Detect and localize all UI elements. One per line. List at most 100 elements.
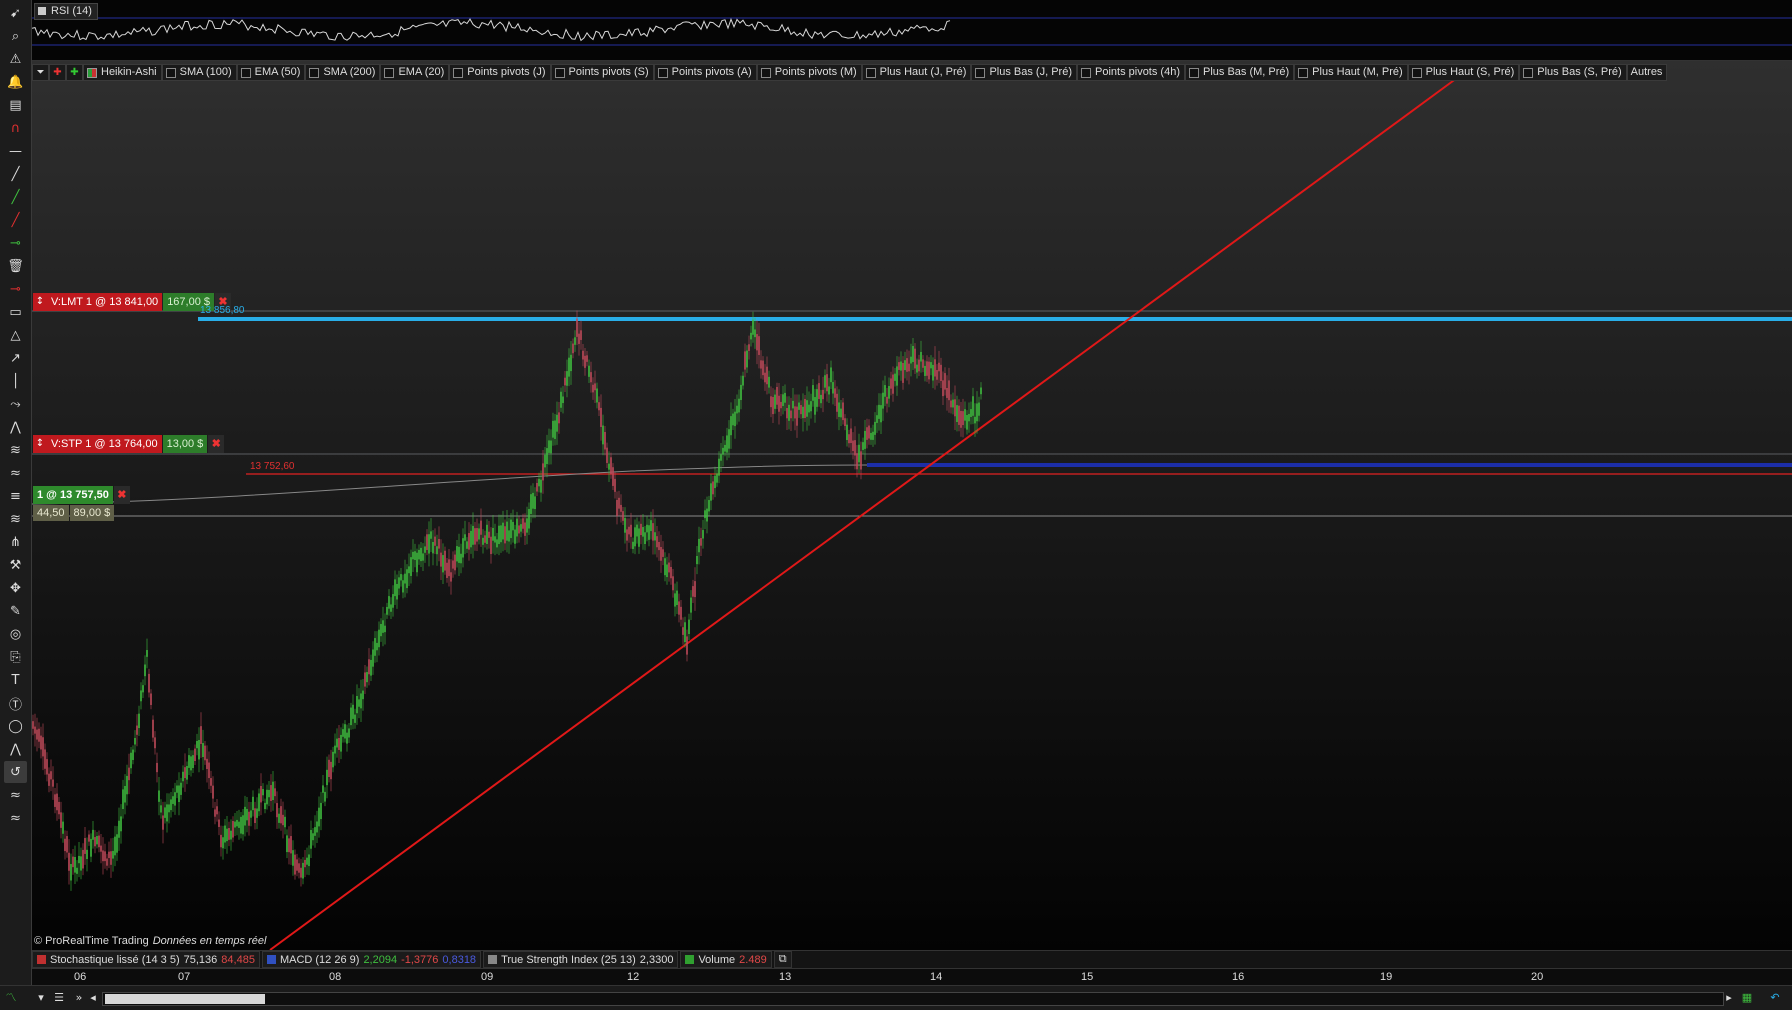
indicator-checkbox[interactable] xyxy=(1081,67,1091,78)
indicator-checkbox[interactable] xyxy=(865,67,876,78)
indicator-toggle[interactable]: EMA (20) xyxy=(380,64,450,81)
undo-icon[interactable]: ↺ xyxy=(4,761,27,783)
indicator-checkbox[interactable] xyxy=(453,67,464,78)
indicator-toggle[interactable]: Plus Bas (S, Pré) xyxy=(1519,64,1627,81)
ellipse-icon[interactable]: ◯ xyxy=(8,718,23,734)
copy-icon[interactable]: ⎘ xyxy=(10,649,21,665)
indicator-checkbox[interactable] xyxy=(165,67,176,78)
fibo-retracement-icon[interactable]: ≋ xyxy=(10,511,21,527)
indicator-toggle[interactable]: Plus Haut (S, Pré) xyxy=(1407,64,1520,81)
arrow-icon[interactable]: ↗ xyxy=(10,350,21,366)
zoom-icon[interactable]: ⌕ xyxy=(11,28,20,44)
fast-forward-icon[interactable]: » xyxy=(75,991,83,1004)
limit-order[interactable]: ↕ V:LMT 1 @ 13 841,00 167,00 $ ✖ xyxy=(33,293,232,311)
indicator-toggle[interactable]: Points pivots (J) xyxy=(449,64,551,81)
triangle-icon[interactable]: △ xyxy=(10,327,21,343)
indicator-checkbox[interactable] xyxy=(309,67,320,78)
spiral-icon[interactable]: ◎ xyxy=(9,626,22,642)
red-line-icon[interactable]: ╱ xyxy=(11,212,20,228)
ruler-icon[interactable]: ▤ xyxy=(9,97,22,113)
chart-canvas[interactable] xyxy=(31,61,1792,951)
alert-icon[interactable]: ⚠ xyxy=(9,51,22,67)
indicator-toggle[interactable]: Points pivots (M) xyxy=(756,64,862,81)
trendline-icon[interactable]: ╱ xyxy=(11,166,20,182)
channel-icon[interactable]: ⋀ xyxy=(10,419,21,435)
indicator-toggle[interactable]: Plus Bas (M, Pré) xyxy=(1184,64,1295,81)
close-icon[interactable]: ✖ xyxy=(208,435,225,453)
vertical-line-icon[interactable]: │ xyxy=(11,373,20,389)
indicator-checkbox[interactable] xyxy=(1523,67,1534,78)
dropdown-icon[interactable]: ▾ xyxy=(38,991,44,1004)
window-icon[interactable]: ⧉ xyxy=(773,951,792,968)
drag-handle-icon[interactable]: ↕ xyxy=(33,435,47,453)
indicator-panel-tab[interactable]: Volume 2.489 xyxy=(680,951,772,968)
text-icon[interactable]: T xyxy=(11,672,20,688)
red-segment-icon[interactable]: ⊸ xyxy=(10,281,21,297)
indicator-toggle[interactable]: Autres xyxy=(1626,64,1668,81)
wave2-icon[interactable]: ≈ xyxy=(10,810,21,826)
indicator-checkbox[interactable] xyxy=(87,67,97,78)
add-order-icon[interactable]: ✚ xyxy=(49,64,66,81)
horizontal-line-icon[interactable]: — xyxy=(9,143,22,159)
bell-icon[interactable]: ⏷ xyxy=(32,64,49,81)
indicator-checkbox[interactable] xyxy=(975,67,986,78)
indicator-toggle[interactable]: Plus Bas (J, Pré) xyxy=(971,64,1077,81)
zigzag-icon[interactable]: ≋ xyxy=(10,442,21,458)
indicator-toggle[interactable]: SMA (200) xyxy=(305,64,381,81)
indicator-checkbox[interactable] xyxy=(554,67,565,78)
position-marker[interactable]: 1 @ 13 757,50 ✖ 44,50 89,00 $ xyxy=(33,486,130,521)
wave-icon[interactable]: ≈ xyxy=(10,787,21,803)
scroll-left-icon[interactable]: ◂ xyxy=(90,991,96,1004)
indicator-toggle[interactable]: EMA (50) xyxy=(236,64,306,81)
rsi-checkbox[interactable] xyxy=(38,7,46,15)
scroll-right-icon[interactable]: ▸ xyxy=(1726,991,1732,1004)
indicator-checkbox[interactable] xyxy=(657,67,668,78)
settings-icon[interactable]: ⚒ xyxy=(9,557,22,573)
scroll-thumb[interactable] xyxy=(105,994,265,1004)
text-circle-icon[interactable]: Ⓣ xyxy=(8,697,22,713)
chart-icon[interactable]: 〽 xyxy=(5,991,17,1004)
fibo-fan-icon[interactable]: ≡ xyxy=(10,488,21,504)
indicator-checkbox[interactable] xyxy=(760,67,771,78)
green-line-icon[interactable]: ╱ xyxy=(11,189,20,205)
calendar-icon[interactable]: ▦ xyxy=(1741,991,1753,1004)
indicator-toggle[interactable]: Points pivots (4h) xyxy=(1077,64,1185,81)
indicator-checkbox[interactable] xyxy=(240,67,251,78)
indicator-panel-tab[interactable]: Stochastique lissé (14 3 5) 75,136 84,485 xyxy=(32,951,260,968)
indicator-toggle[interactable]: Points pivots (S) xyxy=(550,64,654,81)
close-icon[interactable]: ✖ xyxy=(215,293,232,311)
indicator-panel-tab[interactable]: True Strength Index (25 13) 2,3300 xyxy=(483,951,679,968)
pointer-icon[interactable]: ➹ xyxy=(10,5,21,21)
indicator-toggle[interactable]: Plus Haut (M, Pré) xyxy=(1294,64,1408,81)
indicator-checkbox[interactable] xyxy=(1298,67,1309,78)
price-chart[interactable] xyxy=(31,61,1792,951)
polyline-icon[interactable]: ⤳ xyxy=(10,396,21,412)
pattern-icon[interactable]: ⋀ xyxy=(10,741,21,757)
stop-order[interactable]: ↕ V:STP 1 @ 13 764,00 13,00 $ ✖ xyxy=(33,435,225,453)
scroll-track[interactable] xyxy=(102,992,1724,1006)
indicator-panel-tab[interactable]: MACD (12 26 9) 2,2094 -1,3776 0,8318 xyxy=(261,951,482,968)
indicator-checkbox[interactable] xyxy=(384,67,395,78)
indicator-checkbox[interactable] xyxy=(1411,67,1422,78)
chart-scrollbar[interactable]: 〽 ▾ ☰ » ◂ ▸ ▦ ↶ xyxy=(0,985,1792,1010)
rectangle-icon[interactable]: ▭ xyxy=(9,304,22,320)
indicator-toggle[interactable]: Points pivots (A) xyxy=(653,64,757,81)
pitchfork-icon[interactable]: ⋔ xyxy=(10,534,21,550)
indicator-toggle[interactable]: Heikin-Ashi xyxy=(83,64,162,81)
move-icon[interactable]: ✥ xyxy=(10,580,21,596)
pencil-icon[interactable]: ✎ xyxy=(10,603,21,619)
add-indicator-icon[interactable]: ✚ xyxy=(66,64,83,81)
magnet-icon[interactable]: ∩ xyxy=(10,120,21,136)
menu-icon[interactable]: ☰ xyxy=(54,991,64,1004)
undo-icon[interactable]: ↶ xyxy=(1770,991,1780,1004)
bell-icon[interactable]: 🔔 xyxy=(7,74,24,90)
fibonacci-icon[interactable]: ≈ xyxy=(10,465,21,481)
rsi-label[interactable]: RSI (14) xyxy=(34,3,98,20)
green-segment-icon[interactable]: ⊸ xyxy=(10,235,21,251)
indicator-toggle[interactable]: SMA (100) xyxy=(161,64,237,81)
indicator-checkbox[interactable] xyxy=(1188,67,1199,78)
indicator-toggle[interactable]: Plus Haut (J, Pré) xyxy=(861,64,972,81)
trash-icon[interactable]: 🗑 xyxy=(7,258,24,274)
close-icon[interactable]: ✖ xyxy=(113,486,130,504)
drag-handle-icon[interactable]: ↕ xyxy=(33,293,47,311)
